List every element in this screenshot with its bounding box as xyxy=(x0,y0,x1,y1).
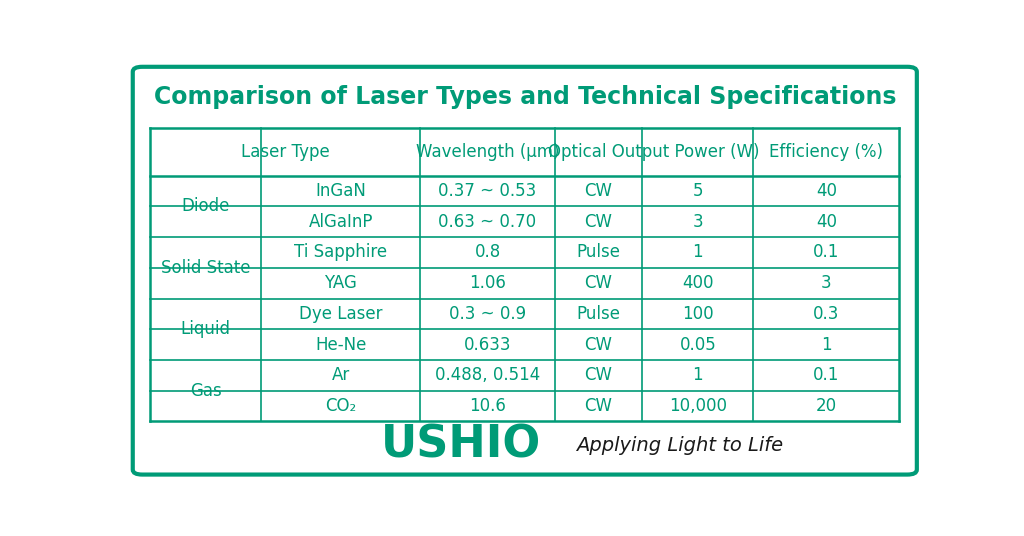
Text: Efficiency (%): Efficiency (%) xyxy=(769,143,884,161)
Text: AlGaInP: AlGaInP xyxy=(308,213,373,231)
Text: 0.8: 0.8 xyxy=(474,243,501,262)
Text: Pulse: Pulse xyxy=(577,243,621,262)
Text: 10,000: 10,000 xyxy=(669,397,727,415)
Text: 3: 3 xyxy=(692,213,703,231)
Text: Gas: Gas xyxy=(189,382,221,400)
Text: Laser Type: Laser Type xyxy=(241,143,330,161)
Text: 0.37 ~ 0.53: 0.37 ~ 0.53 xyxy=(438,182,537,200)
Text: CW: CW xyxy=(585,182,612,200)
Text: Diode: Diode xyxy=(181,197,230,215)
Text: CW: CW xyxy=(585,274,612,292)
Text: 0.1: 0.1 xyxy=(813,366,840,384)
Text: 100: 100 xyxy=(682,305,714,323)
Text: 0.1: 0.1 xyxy=(813,243,840,262)
FancyBboxPatch shape xyxy=(133,67,916,474)
Text: Ti Sapphire: Ti Sapphire xyxy=(294,243,387,262)
Text: 0.488, 0.514: 0.488, 0.514 xyxy=(435,366,540,384)
Text: 400: 400 xyxy=(682,274,714,292)
Text: CW: CW xyxy=(585,366,612,384)
Text: 1: 1 xyxy=(821,336,831,354)
Text: CW: CW xyxy=(585,213,612,231)
Text: 0.633: 0.633 xyxy=(464,336,511,354)
Text: 0.3: 0.3 xyxy=(813,305,840,323)
Text: 1: 1 xyxy=(692,243,703,262)
Text: He-Ne: He-Ne xyxy=(315,336,367,354)
Text: Optical Output Power (W): Optical Output Power (W) xyxy=(549,143,760,161)
Text: CW: CW xyxy=(585,397,612,415)
Text: 3: 3 xyxy=(821,274,831,292)
Text: 1: 1 xyxy=(692,366,703,384)
Text: Comparison of Laser Types and Technical Specifications: Comparison of Laser Types and Technical … xyxy=(154,85,896,108)
Text: Pulse: Pulse xyxy=(577,305,621,323)
Text: Solid State: Solid State xyxy=(161,259,251,277)
Text: 20: 20 xyxy=(816,397,837,415)
Text: 0.63 ~ 0.70: 0.63 ~ 0.70 xyxy=(438,213,537,231)
Text: 10.6: 10.6 xyxy=(469,397,506,415)
Text: CO₂: CO₂ xyxy=(325,397,356,415)
Text: YAG: YAG xyxy=(325,274,357,292)
Text: 0.3 ~ 0.9: 0.3 ~ 0.9 xyxy=(449,305,526,323)
Text: 40: 40 xyxy=(816,182,837,200)
Text: Liquid: Liquid xyxy=(181,320,230,338)
Text: 1.06: 1.06 xyxy=(469,274,506,292)
Text: Dye Laser: Dye Laser xyxy=(299,305,382,323)
Text: 40: 40 xyxy=(816,213,837,231)
Text: CW: CW xyxy=(585,336,612,354)
Text: Ar: Ar xyxy=(332,366,350,384)
Text: Applying Light to Life: Applying Light to Life xyxy=(577,436,783,455)
Text: USHIO: USHIO xyxy=(381,424,542,467)
Text: 5: 5 xyxy=(692,182,703,200)
Text: 0.05: 0.05 xyxy=(680,336,716,354)
Text: Wavelength (μm): Wavelength (μm) xyxy=(416,143,559,161)
Text: InGaN: InGaN xyxy=(315,182,367,200)
